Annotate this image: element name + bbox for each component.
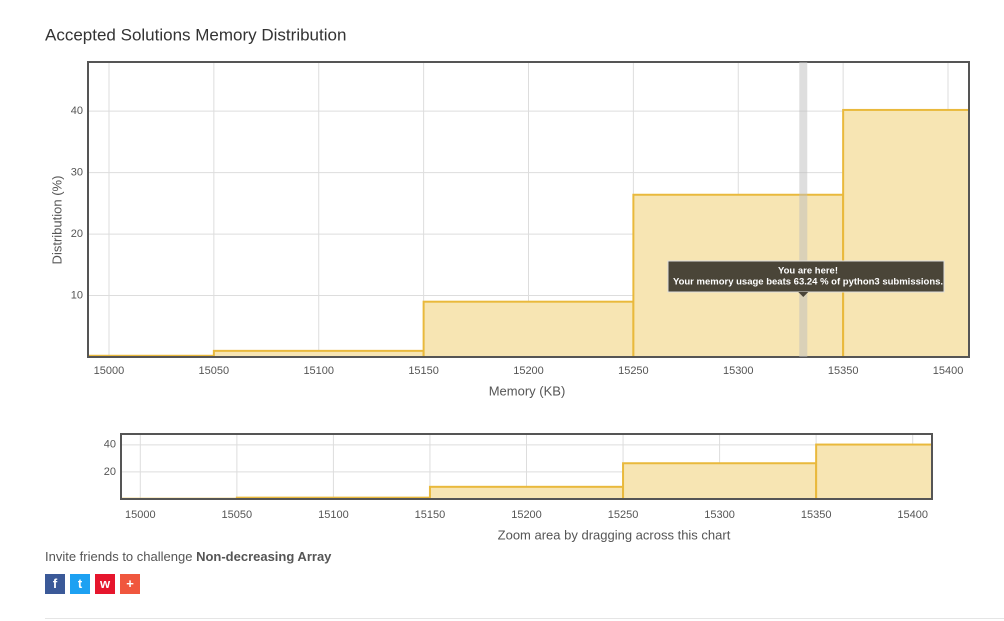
x-tick-label: 15350 (801, 509, 832, 521)
tooltip-arrow (798, 292, 809, 297)
x-tick-label: 15000 (94, 365, 125, 377)
divider (45, 618, 1004, 619)
x-tick-label: 15400 (933, 365, 964, 377)
y-axis-label: Distribution (%) (49, 176, 64, 265)
y-tick-label: 20 (104, 466, 116, 478)
position-marker (799, 62, 808, 357)
plot-frame (120, 433, 933, 500)
x-tick-label: 15050 (222, 509, 253, 521)
plot-frame (87, 61, 970, 358)
y-tick-label: 40 (71, 105, 83, 117)
share-icons: f t w + (45, 574, 140, 594)
twitter-share[interactable]: t (70, 574, 90, 594)
navigator-chart[interactable]: 15000 15050 15100 15150 15200 15250 15300 15350… (44, 433, 1004, 542)
x-tick-label: 15150 (415, 509, 446, 521)
x-tick-label: 15300 (704, 509, 735, 521)
bars (88, 108, 969, 357)
x-tick-label: 15100 (318, 509, 349, 521)
bar (428, 485, 625, 499)
bar (622, 462, 818, 499)
navigator-label: Zoom area by dragging across this chart (498, 527, 731, 542)
facebook-share[interactable]: f (45, 574, 65, 594)
main-chart: 15000 15050 15100 15150 15200 15250 15300 15350… (49, 61, 970, 398)
x-tick-label: 15250 (618, 365, 649, 377)
x-tick-label: 15400 (897, 509, 928, 521)
x-tick-label: 15100 (303, 365, 334, 377)
y-tick-label: 40 (104, 439, 116, 451)
chart-title: Accepted Solutions Memory Distribution (45, 25, 346, 44)
y-tick-label: 30 (71, 167, 83, 179)
x-axis-label: Memory (KB) (489, 383, 566, 398)
invite: Invite friends to challenge (45, 549, 193, 564)
tooltip-box (667, 260, 945, 293)
x-tick-label: 15150 (408, 365, 439, 377)
x-tick-label: 15050 (199, 365, 230, 377)
y-tick-label: 20 (71, 228, 83, 240)
x-tick-label: 15000 (125, 509, 156, 521)
weibo-share[interactable]: w (95, 574, 115, 594)
bar (842, 108, 969, 357)
invite-text: Invite friends to challenge Non-decreasi… (45, 549, 331, 564)
more-share[interactable]: + (120, 574, 140, 594)
tooltip-line: You are here! (778, 266, 838, 277)
problem-name[interactable]: Non-decreasing Array (196, 549, 332, 564)
x-tick-label: 15350 (828, 365, 859, 377)
y-tick-label: 10 (71, 289, 83, 301)
tooltip-line: Your memory usage beats 63.24 % of pytho… (673, 277, 943, 288)
x-tick-label: 15300 (723, 365, 754, 377)
x-tick-label: 15200 (513, 365, 544, 377)
x-tick-label: 15200 (511, 509, 542, 521)
bar (815, 443, 932, 499)
bar (422, 300, 635, 357)
x-tick-label: 15250 (608, 509, 639, 521)
